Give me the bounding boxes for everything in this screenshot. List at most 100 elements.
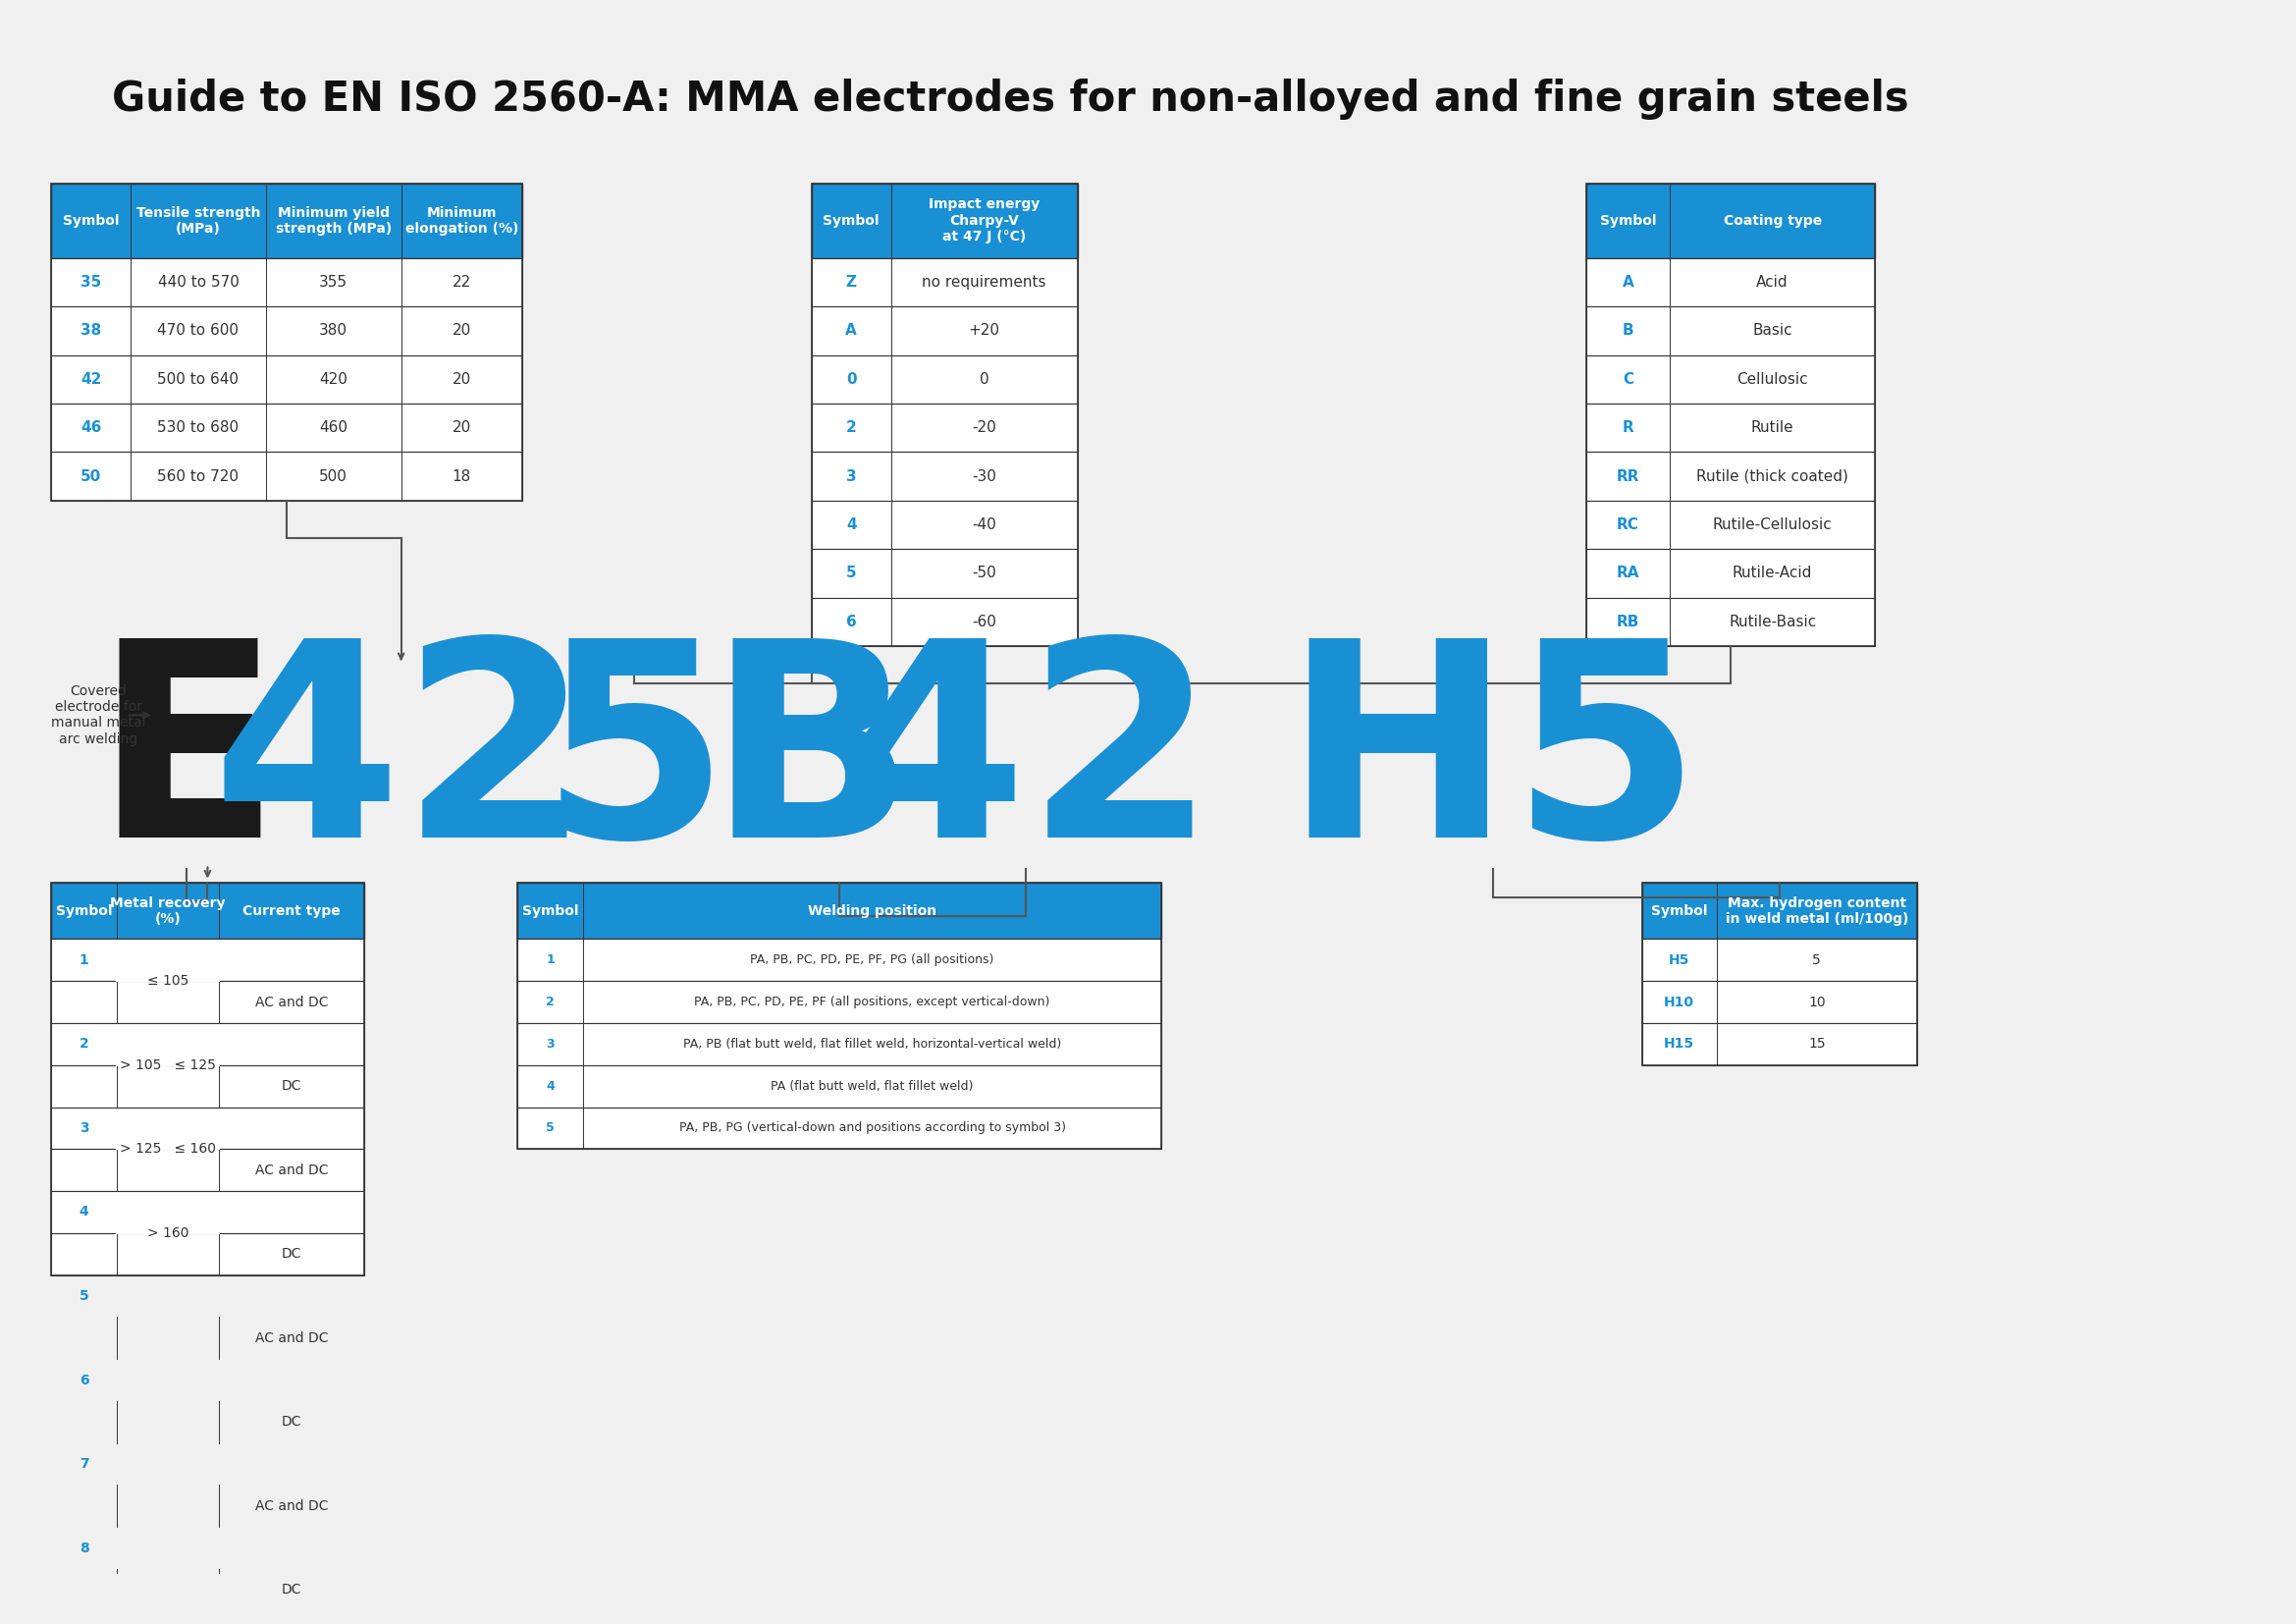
Text: 6: 6 xyxy=(845,614,856,628)
Bar xyxy=(517,1065,1162,1108)
Text: 8: 8 xyxy=(78,1541,90,1554)
Bar xyxy=(51,981,363,1023)
Text: -50: -50 xyxy=(971,567,996,581)
Text: 470 to 600: 470 to 600 xyxy=(158,323,239,338)
Bar xyxy=(1642,883,1917,939)
Text: 4: 4 xyxy=(546,1080,556,1093)
Bar xyxy=(1587,184,1876,258)
Bar xyxy=(517,981,1162,1023)
Bar xyxy=(810,403,1077,451)
Bar xyxy=(1642,1023,1917,1065)
Bar xyxy=(1587,549,1876,598)
Bar xyxy=(1587,451,1876,500)
Text: Basic: Basic xyxy=(1752,323,1793,338)
Bar xyxy=(51,1065,363,1108)
Bar xyxy=(1642,939,1917,981)
Bar xyxy=(810,451,1077,500)
Bar xyxy=(51,403,523,451)
Bar xyxy=(1587,500,1876,549)
Text: 38: 38 xyxy=(80,323,101,338)
FancyBboxPatch shape xyxy=(517,883,583,939)
Text: 6: 6 xyxy=(80,1374,90,1387)
Text: 5: 5 xyxy=(845,567,856,581)
Bar xyxy=(1587,403,1876,451)
Bar xyxy=(51,1065,363,1108)
Text: 20: 20 xyxy=(452,372,471,387)
FancyBboxPatch shape xyxy=(51,883,117,939)
Bar xyxy=(51,1150,363,1190)
Bar xyxy=(517,981,1162,1023)
Text: DC: DC xyxy=(282,1247,301,1260)
Text: 0: 0 xyxy=(845,372,856,387)
Text: 420: 420 xyxy=(319,372,347,387)
Bar xyxy=(810,356,1077,403)
Bar xyxy=(517,1023,1162,1065)
Text: H15: H15 xyxy=(1665,1038,1694,1051)
Bar xyxy=(51,981,363,1023)
Text: 500: 500 xyxy=(319,469,347,484)
Bar xyxy=(517,1023,1162,1065)
Text: no requirements: no requirements xyxy=(923,274,1047,289)
Text: RR: RR xyxy=(1616,469,1639,484)
Bar xyxy=(1587,451,1876,500)
Text: -40: -40 xyxy=(971,518,996,533)
Bar xyxy=(810,258,1077,307)
Bar xyxy=(517,1065,1162,1108)
Text: 5: 5 xyxy=(540,628,730,895)
Bar xyxy=(51,356,523,403)
Bar xyxy=(51,307,523,356)
FancyBboxPatch shape xyxy=(117,883,218,939)
Text: Rutile-Cellulosic: Rutile-Cellulosic xyxy=(1713,518,1832,533)
FancyBboxPatch shape xyxy=(218,883,363,939)
Text: 460: 460 xyxy=(319,421,347,435)
Bar xyxy=(810,549,1077,598)
Bar xyxy=(51,939,363,981)
Text: 560 to 720: 560 to 720 xyxy=(158,469,239,484)
FancyBboxPatch shape xyxy=(131,184,266,258)
FancyBboxPatch shape xyxy=(1587,184,1669,258)
Bar xyxy=(1587,356,1876,403)
Text: Rutile: Rutile xyxy=(1752,421,1793,435)
Text: AC and DC: AC and DC xyxy=(255,1499,328,1514)
FancyBboxPatch shape xyxy=(1669,184,1876,258)
Text: -30: -30 xyxy=(971,469,996,484)
Text: 5: 5 xyxy=(546,1122,556,1135)
Text: Cellulosic: Cellulosic xyxy=(1736,372,1809,387)
Text: ≤ 105: ≤ 105 xyxy=(147,974,188,987)
Text: -20: -20 xyxy=(971,421,996,435)
Bar xyxy=(1587,307,1876,356)
FancyBboxPatch shape xyxy=(51,184,131,258)
Text: 380: 380 xyxy=(319,323,347,338)
Bar xyxy=(51,883,363,939)
Bar xyxy=(51,1233,363,1275)
Bar xyxy=(1587,258,1876,307)
Text: Symbol: Symbol xyxy=(55,905,113,918)
Bar xyxy=(51,184,523,258)
Bar xyxy=(1642,883,1917,1065)
Text: 15: 15 xyxy=(1809,1038,1825,1051)
Bar xyxy=(1642,981,1917,1023)
Text: Z: Z xyxy=(845,274,856,289)
Bar xyxy=(1587,258,1876,307)
Bar xyxy=(810,307,1077,356)
Text: H5: H5 xyxy=(1669,953,1690,966)
FancyBboxPatch shape xyxy=(402,184,523,258)
Text: 4: 4 xyxy=(845,518,856,533)
Bar xyxy=(517,939,1162,981)
Text: PA (flat butt weld, flat fillet weld): PA (flat butt weld, flat fillet weld) xyxy=(771,1080,974,1093)
Bar xyxy=(51,1150,363,1190)
Bar xyxy=(1587,307,1876,356)
Text: Rutile-Acid: Rutile-Acid xyxy=(1733,567,1812,581)
Text: AC and DC: AC and DC xyxy=(255,1332,328,1345)
Bar xyxy=(517,1108,1162,1150)
Text: PA, PB, PC, PD, PE, PF (all positions, except vertical-down): PA, PB, PC, PD, PE, PF (all positions, e… xyxy=(693,996,1049,1009)
Text: -60: -60 xyxy=(971,614,996,628)
Text: A: A xyxy=(1621,274,1635,289)
Text: 2: 2 xyxy=(546,996,556,1009)
FancyBboxPatch shape xyxy=(1717,883,1917,939)
Bar xyxy=(810,598,1077,646)
Text: 3: 3 xyxy=(80,1121,90,1135)
Text: Symbol: Symbol xyxy=(62,214,119,227)
Text: PA, PB, PG (vertical-down and positions according to symbol 3): PA, PB, PG (vertical-down and positions … xyxy=(680,1122,1065,1135)
Text: Guide to EN ISO 2560-A: MMA electrodes for non-alloyed and fine grain steels: Guide to EN ISO 2560-A: MMA electrodes f… xyxy=(113,78,1908,120)
